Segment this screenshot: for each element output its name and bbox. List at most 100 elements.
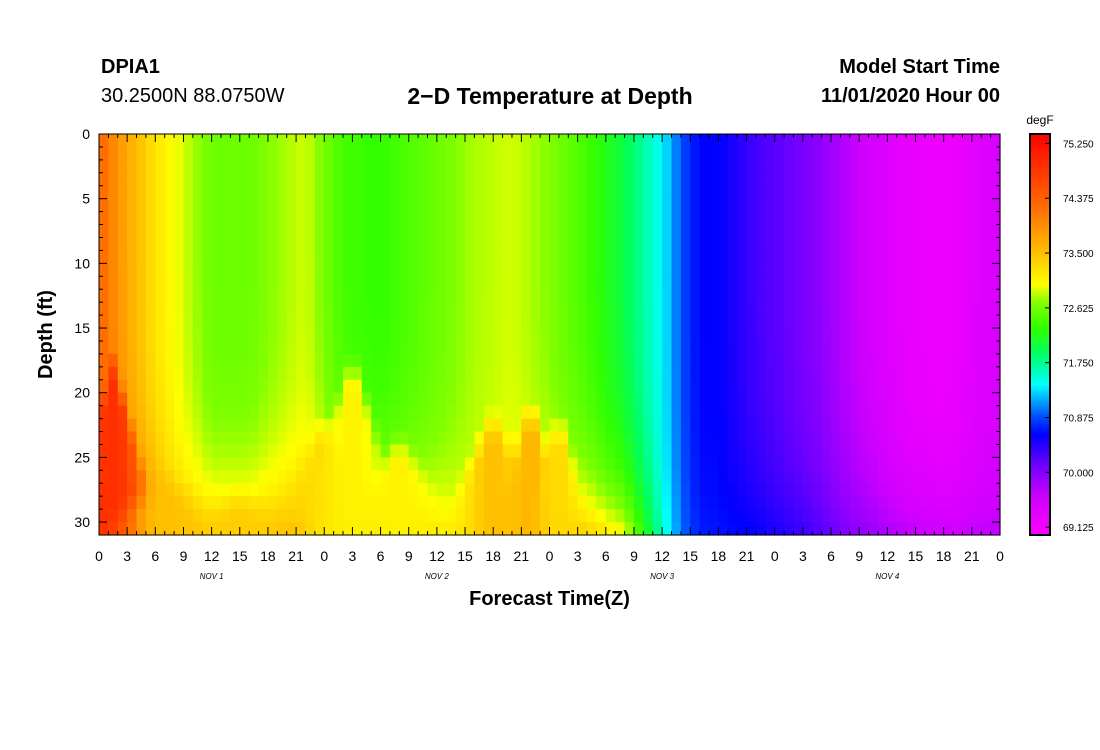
heatmap-cell	[962, 483, 973, 497]
heatmap-cell	[699, 185, 710, 200]
heatmap-cell	[258, 522, 269, 536]
heatmap-cell	[793, 211, 804, 226]
heatmap-cell	[962, 509, 973, 523]
x-tick-label: 0	[320, 548, 328, 564]
heatmap-cell	[877, 522, 888, 536]
heatmap-cell	[671, 328, 682, 342]
heatmap-cell	[774, 522, 785, 536]
heatmap-cell	[408, 302, 419, 316]
heatmap-cell	[633, 289, 644, 303]
heatmap-cell	[371, 470, 382, 484]
heatmap-cell	[136, 315, 147, 329]
heatmap-cell	[145, 366, 156, 381]
heatmap-cell	[530, 146, 541, 161]
heatmap-cell	[587, 522, 598, 536]
heatmap-cell	[380, 340, 391, 355]
heatmap-cell	[737, 457, 748, 471]
heatmap-cell	[680, 340, 691, 355]
heatmap-cell	[164, 134, 175, 148]
heatmap-cell	[202, 496, 213, 510]
heatmap-cell	[699, 483, 710, 497]
heatmap-cell	[230, 159, 241, 174]
heatmap-cell	[765, 418, 776, 433]
heatmap-cell	[906, 315, 917, 329]
heatmap-cell	[249, 185, 260, 200]
heatmap-cell	[192, 224, 203, 239]
heatmap-cell	[624, 237, 635, 252]
heatmap-cell	[277, 457, 288, 471]
heatmap-cell	[389, 392, 400, 407]
heatmap-cell	[221, 224, 231, 239]
heatmap-cell	[924, 328, 935, 342]
heatmap-cell	[136, 159, 147, 174]
heatmap-cell	[371, 224, 382, 239]
heatmap-cell	[924, 457, 935, 471]
heatmap-cell	[934, 366, 945, 381]
heatmap-cell	[633, 159, 644, 174]
heatmap-cell	[755, 379, 766, 394]
heatmap-cell	[615, 250, 626, 264]
heatmap-cell	[624, 185, 635, 200]
heatmap-cell	[192, 302, 203, 316]
heatmap-cell	[558, 172, 569, 187]
heatmap-cell	[887, 509, 898, 523]
heatmap-cell	[99, 172, 109, 187]
heatmap-cell	[587, 379, 598, 394]
heatmap-cell	[521, 522, 532, 536]
heatmap-cell	[455, 379, 466, 394]
heatmap-cell	[821, 509, 832, 523]
heatmap-cell	[877, 509, 888, 523]
heatmap-cell	[267, 146, 278, 161]
heatmap-cell	[680, 353, 691, 368]
heatmap-cell	[849, 263, 860, 277]
heatmap-cell	[305, 185, 316, 200]
heatmap-cell	[483, 263, 494, 277]
heatmap-cell	[849, 340, 860, 355]
heatmap-cell	[249, 431, 260, 446]
heatmap-cell	[953, 172, 964, 187]
heatmap-cell	[981, 302, 992, 316]
heatmap-cell	[371, 431, 382, 446]
heatmap-cell	[746, 146, 757, 161]
heatmap-cell	[436, 224, 447, 239]
heatmap-cell	[765, 263, 776, 277]
heatmap-cell	[915, 522, 926, 536]
heatmap-cell	[305, 302, 316, 316]
heatmap-cell	[671, 392, 682, 407]
heatmap-cell	[99, 353, 109, 368]
heatmap-cell	[474, 366, 485, 381]
heatmap-cell	[530, 431, 541, 446]
heatmap-cell	[230, 250, 241, 264]
heatmap-cell	[108, 379, 119, 394]
heatmap-cell	[709, 211, 720, 226]
heatmap-cell	[267, 431, 278, 446]
heatmap-cell	[483, 224, 494, 239]
heatmap-cell	[849, 224, 860, 239]
heatmap-cell	[333, 159, 344, 174]
heatmap-cell	[812, 509, 823, 523]
heatmap-cell	[784, 470, 795, 484]
heatmap-cell	[953, 457, 964, 471]
heatmap-cell	[436, 379, 447, 394]
heatmap-cell	[624, 172, 635, 187]
heatmap-cell	[230, 289, 241, 303]
heatmap-cell	[108, 392, 119, 407]
heatmap-cell	[943, 366, 954, 381]
heatmap-cell	[521, 315, 532, 329]
heatmap-cell	[455, 315, 466, 329]
heatmap-cell	[174, 379, 185, 394]
heatmap-cell	[558, 457, 569, 471]
x-tick-label: 9	[855, 548, 863, 564]
heatmap-cell	[296, 470, 307, 484]
heatmap-cell	[662, 185, 673, 200]
heatmap-cell	[352, 457, 363, 471]
heatmap-cell	[615, 198, 626, 213]
heatmap-cell	[577, 379, 588, 394]
heatmap-cell	[831, 172, 842, 187]
heatmap-cell	[221, 379, 231, 394]
heatmap-cell	[727, 198, 738, 213]
heatmap-cell	[333, 431, 344, 446]
heatmap-cell	[314, 224, 325, 239]
heatmap-cell	[502, 405, 513, 420]
heatmap-cell	[99, 159, 109, 174]
